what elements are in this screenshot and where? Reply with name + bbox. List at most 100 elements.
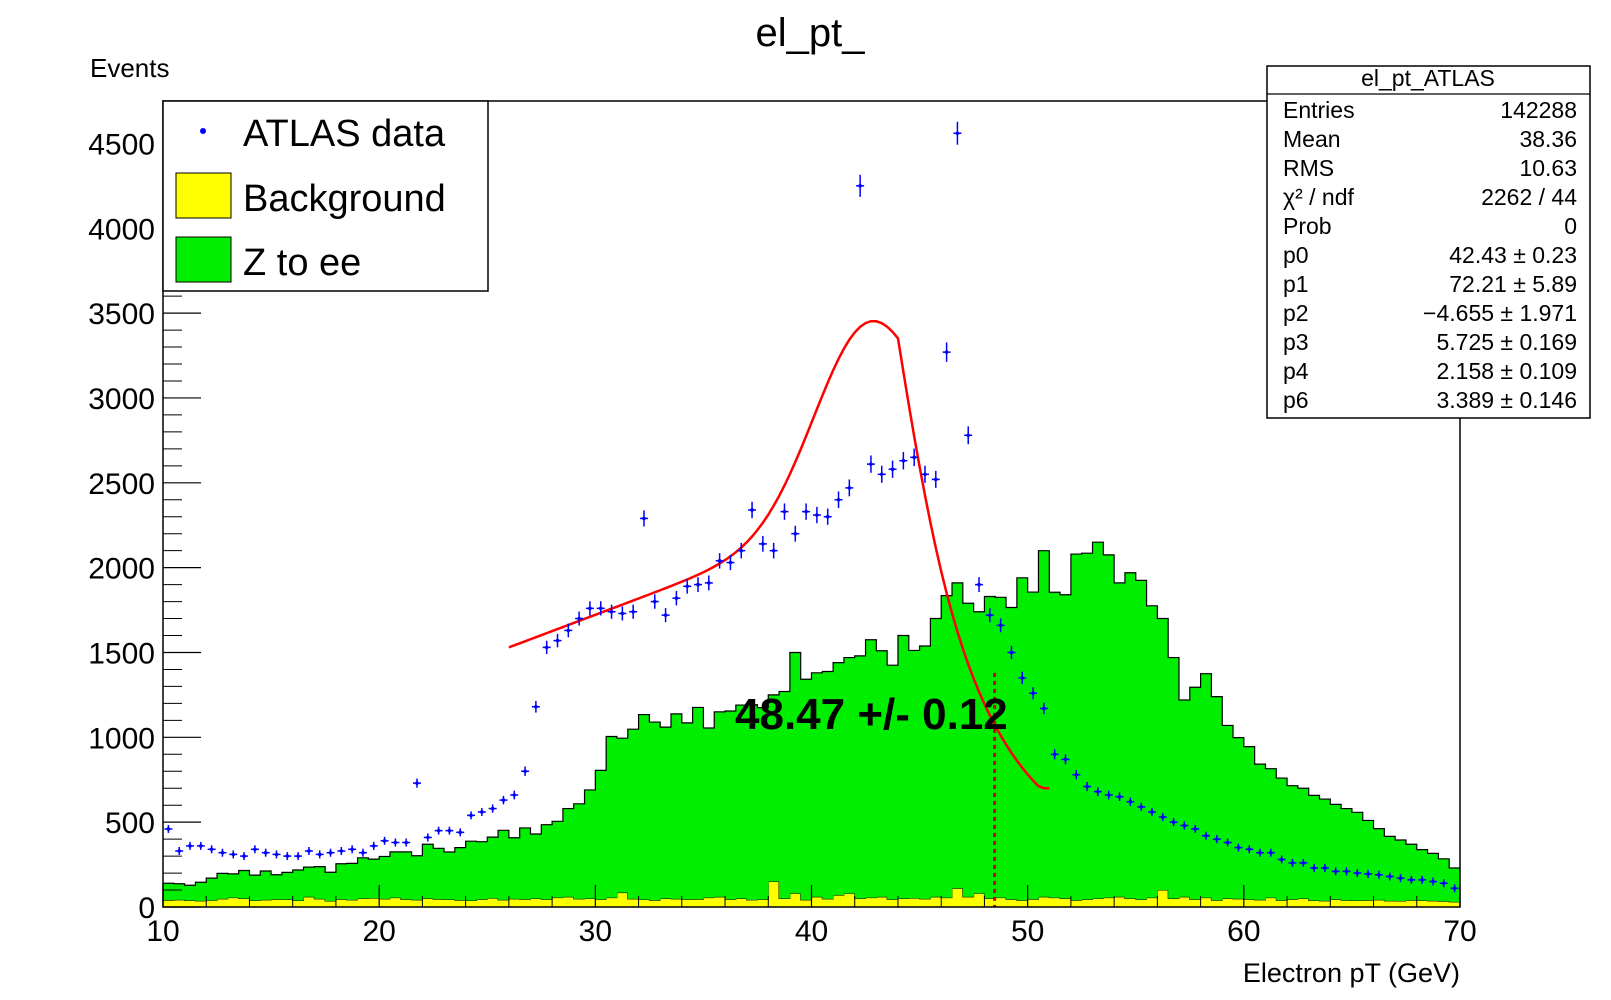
data-point (434, 826, 443, 835)
z-to-ee-bar (1157, 618, 1169, 891)
legend-label-z-to-ee: Z to ee (243, 242, 361, 284)
background-bar (422, 898, 434, 907)
background-bar (616, 892, 629, 907)
z-to-ee-bar (1297, 788, 1309, 899)
background-bar (930, 896, 942, 907)
z-to-ee-bar (1070, 554, 1083, 901)
x-tick-label: 60 (1227, 915, 1260, 948)
data-point (834, 491, 843, 509)
stats-row-value: −4.655 ± 1.971 (1423, 300, 1577, 326)
z-to-ee-bar (1416, 849, 1428, 901)
z-to-ee-bar (1146, 605, 1158, 898)
z-to-ee-bar (865, 639, 877, 898)
background-bar (1243, 899, 1255, 907)
z-to-ee-bar (1049, 592, 1061, 898)
background-bar (195, 900, 207, 907)
background-bar (444, 899, 456, 907)
background-bar (1384, 900, 1396, 907)
z-to-ee-bar (638, 714, 650, 900)
z-to-ee-bar (508, 837, 520, 899)
z-to-ee-bar (433, 848, 445, 900)
y-tick-label: 500 (105, 807, 155, 840)
z-to-ee-bar (400, 851, 412, 900)
background-bar (1200, 897, 1212, 907)
z-to-ee-bar (454, 847, 466, 901)
background-bar (1362, 900, 1374, 907)
z-to-ee-bar (195, 882, 207, 901)
background-bar (1211, 900, 1223, 907)
background-bar (206, 900, 218, 907)
data-points (164, 121, 1459, 893)
background-bar (789, 893, 801, 907)
z-to-ee-bar (238, 870, 250, 899)
data-point (1342, 867, 1351, 876)
y-axis-label: Events (90, 53, 170, 83)
data-point (467, 811, 476, 820)
data-point (985, 608, 994, 623)
z-to-ee-bar (1243, 746, 1255, 900)
z-to-ee-bar (1114, 582, 1126, 897)
data-point (531, 700, 540, 713)
data-point (542, 640, 551, 655)
data-point (856, 174, 865, 197)
data-point (964, 426, 973, 445)
z-to-ee-bar (1330, 804, 1342, 900)
stats-row-label: p3 (1283, 329, 1309, 355)
background-bar (1168, 898, 1180, 907)
x-tick-label: 50 (1011, 915, 1044, 948)
background-bar (1178, 896, 1191, 907)
data-point (1450, 884, 1459, 893)
data-point (348, 845, 357, 854)
stats-row-label: p0 (1283, 242, 1309, 268)
data-point (888, 460, 897, 478)
background-bar (400, 899, 412, 907)
data-point (1407, 875, 1416, 884)
background-bar (1341, 900, 1353, 907)
background-bar (379, 898, 391, 907)
z-to-ee-bar (184, 885, 196, 901)
background-bar (346, 899, 358, 907)
background-bar (692, 899, 704, 907)
data-point (488, 804, 497, 813)
background-histogram (162, 881, 1461, 907)
background-bar (476, 899, 488, 907)
x-tick-label: 20 (362, 915, 395, 948)
z-to-ee-bar (616, 738, 629, 893)
legend-label-background: Background (243, 178, 446, 220)
background-bar (1103, 897, 1115, 907)
z-to-ee-bar (1178, 699, 1191, 897)
stats-row-label: p1 (1283, 271, 1309, 297)
y-tick-label: 4000 (88, 213, 155, 246)
background-bar (606, 897, 618, 907)
background-bar (1060, 898, 1072, 907)
data-point (207, 845, 216, 854)
background-bar (1081, 899, 1093, 907)
data-point (1007, 645, 1016, 660)
data-point (802, 503, 811, 520)
background-bar (1395, 901, 1407, 907)
z-to-ee-bar (173, 883, 185, 900)
z-to-ee-bar (584, 789, 596, 899)
x-tick-label: 70 (1443, 915, 1476, 948)
background-bar (1276, 900, 1288, 907)
stats-row-value: 2262 / 44 (1481, 184, 1577, 210)
z-to-ee-bar (1265, 768, 1277, 898)
background-bar (1222, 898, 1234, 907)
z-to-ee-bar (822, 671, 834, 899)
data-point (704, 575, 713, 591)
z-to-ee-bar (1319, 799, 1331, 901)
legend-marker-background (175, 172, 232, 219)
z-to-ee-bar (206, 878, 218, 901)
background-bar (1092, 898, 1104, 907)
background-bar (303, 896, 315, 907)
stats-row-label: Entries (1283, 97, 1355, 123)
data-point (1137, 802, 1146, 812)
background-bar (1049, 897, 1061, 907)
background-bar (638, 899, 650, 907)
background-bar (173, 899, 185, 907)
stats-row-value: 142288 (1500, 97, 1577, 123)
data-point (920, 465, 929, 483)
data-point (272, 850, 281, 859)
z-to-ee-bar (249, 875, 261, 901)
background-bar (714, 896, 726, 907)
